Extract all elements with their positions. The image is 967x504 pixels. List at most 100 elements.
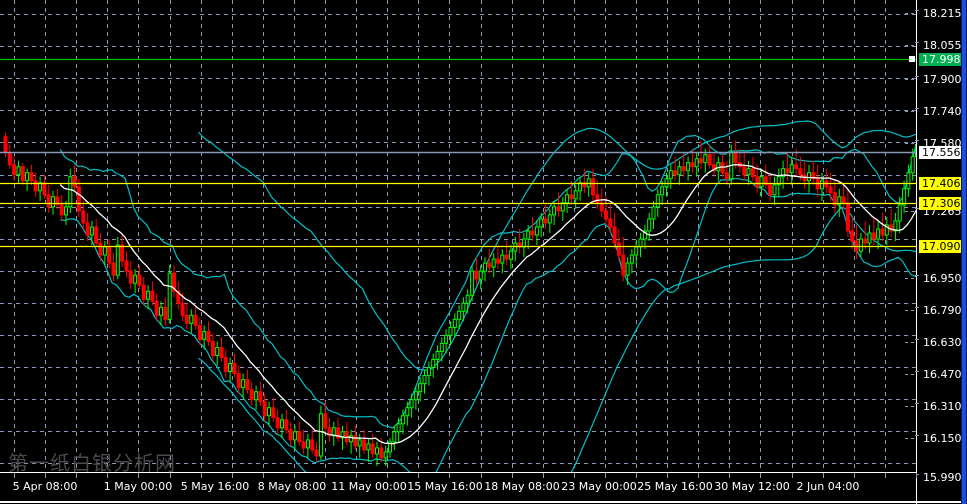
price-tick-dash xyxy=(905,111,916,112)
price-tick-stub xyxy=(915,371,919,372)
price-tick-stub xyxy=(915,275,919,276)
price-tick-stub xyxy=(915,307,919,308)
time-tick xyxy=(481,473,482,478)
last-price-label[interactable]: 17.556 xyxy=(919,146,963,159)
price-tick-stub xyxy=(915,10,919,11)
bid-marker xyxy=(909,56,915,62)
time-tick xyxy=(107,473,108,478)
price-tick-label: 17.900 xyxy=(923,73,962,86)
price-tick: 16.310 xyxy=(905,400,962,413)
price-tick-dash xyxy=(905,13,916,14)
price-tick: 17.900 xyxy=(905,73,962,86)
moving-average-line xyxy=(59,164,916,445)
price-tick-dash xyxy=(905,45,916,46)
price-tick: 15.990 xyxy=(905,471,962,484)
time-tick xyxy=(823,473,824,478)
price-tick-dash xyxy=(905,406,916,407)
price-tick: 16.790 xyxy=(905,304,962,317)
time-tick-label: 18 May 08:00 xyxy=(484,480,560,493)
time-tick xyxy=(854,473,855,478)
time-tick xyxy=(14,473,15,478)
time-tick-label: 5 Apr 08:00 xyxy=(12,480,78,493)
time-tick xyxy=(418,473,419,478)
price-tick-label: 16.950 xyxy=(923,272,962,285)
price-tick: 18.055 xyxy=(905,39,962,52)
price-tick-dash xyxy=(905,374,916,375)
time-tick-label: 1 May 00:00 xyxy=(103,480,173,493)
time-tick xyxy=(138,473,139,478)
candlestick-series xyxy=(3,132,916,466)
time-tick xyxy=(356,473,357,478)
time-tick-label: 30 May 12:00 xyxy=(714,480,790,493)
time-tick xyxy=(667,473,668,478)
price-tick-stub xyxy=(915,435,919,436)
time-tick-label: 5 May 16:00 xyxy=(180,480,250,493)
time-tick xyxy=(916,473,917,478)
time-tick xyxy=(792,473,793,478)
time-tick-label: 15 May 16:00 xyxy=(407,480,483,493)
scrollbar-thumb[interactable] xyxy=(962,0,966,504)
price-tick: 16.470 xyxy=(905,368,962,381)
time-tick-label: 23 May 00:00 xyxy=(561,480,637,493)
price-tick-dash xyxy=(905,342,916,343)
price-tick-label: 18.055 xyxy=(923,39,962,52)
window-bottom-rule xyxy=(0,501,961,503)
time-tick xyxy=(263,473,264,478)
price-tick-stub xyxy=(915,339,919,340)
price-tick: 16.630 xyxy=(905,336,962,349)
time-tick xyxy=(543,473,544,478)
price-tick: 18.215 xyxy=(905,7,962,20)
level-label-lower[interactable]: 17.090 xyxy=(919,240,963,253)
price-tick-dash xyxy=(905,278,916,279)
time-tick xyxy=(574,473,575,478)
time-tick xyxy=(232,473,233,478)
price-tick-stub xyxy=(915,42,919,43)
price-tick-label: 16.790 xyxy=(923,304,962,317)
horizontal-level-lines xyxy=(0,58,916,248)
level-label-upper[interactable]: 17.406 xyxy=(919,177,963,190)
time-tick xyxy=(729,473,730,478)
bollinger-bands xyxy=(59,120,916,472)
time-tick xyxy=(512,473,513,478)
chart-canvas xyxy=(0,0,916,472)
time-tick xyxy=(760,473,761,478)
time-tick xyxy=(294,473,295,478)
price-tick-stub xyxy=(915,108,919,109)
price-tick-stub xyxy=(915,76,919,77)
time-tick-label: 8 May 08:00 xyxy=(257,480,327,493)
horizontal-scrollbar[interactable] xyxy=(961,0,967,504)
price-tick-label: 16.470 xyxy=(923,368,962,381)
time-tick xyxy=(170,473,171,478)
bid-price-label[interactable]: 17.998 xyxy=(919,53,963,66)
price-tick-label: 15.990 xyxy=(923,471,962,484)
price-tick: 17.740 xyxy=(905,105,962,118)
price-tick-stub xyxy=(915,474,919,475)
price-tick-dash xyxy=(905,438,916,439)
price-tick-stub xyxy=(915,208,919,209)
time-tick-label: 11 May 00:00 xyxy=(331,480,407,493)
price-tick-label: 16.630 xyxy=(923,336,962,349)
price-tick-label: 16.310 xyxy=(923,400,962,413)
price-tick-label: 17.740 xyxy=(923,105,962,118)
time-tick xyxy=(605,473,606,478)
time-tick xyxy=(45,473,46,478)
time-tick-label: 25 May 16:00 xyxy=(637,480,713,493)
price-tick: 16.150 xyxy=(905,432,962,445)
price-tick-stub xyxy=(915,403,919,404)
price-tick-dash xyxy=(905,310,916,311)
price-tick-dash xyxy=(905,79,916,80)
price-tick-dash xyxy=(905,211,916,212)
price-axis[interactable]: 18.215 18.055 17.900 17.740 17.580 17.265 16.9… xyxy=(905,0,963,504)
price-tick-label: 16.150 xyxy=(923,432,962,445)
time-tick xyxy=(201,473,202,478)
time-tick xyxy=(885,473,886,478)
chart-plot-area[interactable] xyxy=(0,0,916,472)
time-tick xyxy=(698,473,699,478)
price-tick-stub xyxy=(915,140,919,141)
time-axis[interactable]: 5 Apr 08:00 1 May 00:00 5 May 16:00 8 May 0… xyxy=(0,472,917,504)
time-tick xyxy=(76,473,77,478)
level-label-mid[interactable]: 17.306 xyxy=(919,197,963,210)
price-tick-label: 18.215 xyxy=(923,7,962,20)
time-tick xyxy=(636,473,637,478)
